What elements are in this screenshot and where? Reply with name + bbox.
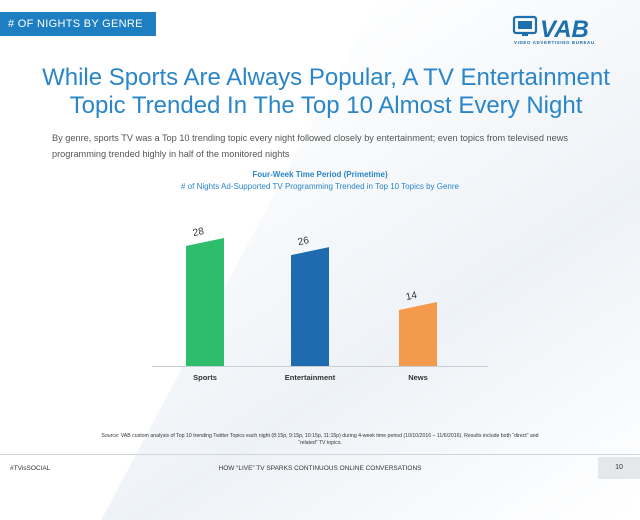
bar-news <box>399 302 437 366</box>
category-label-entertainment: Entertainment <box>285 373 336 382</box>
page-number: 10 <box>598 457 640 479</box>
page-title: While Sports Are Always Popular, A TV En… <box>42 64 610 119</box>
chart-title: Four-Week Time Period (Primetime) <box>252 170 388 179</box>
data-label-sports: 28 <box>192 226 206 239</box>
vab-logo: VAB <box>512 15 589 43</box>
logo-subtext: VIDEO ADVERTISING BUREAU <box>514 40 595 45</box>
bar-entertainment <box>291 247 329 366</box>
chart-subtitle: # of Nights Ad-Supported TV Programming … <box>181 182 459 191</box>
footer-title: HOW “LIVE” TV SPARKS CONTINUOUS ONLINE C… <box>218 465 422 472</box>
category-label-sports: Sports <box>193 373 217 382</box>
section-tag: # OF NIGHTS BY GENRE <box>0 12 156 36</box>
footer-divider <box>0 454 640 455</box>
source-note: Source: VAB custom analysis of Top 10 tr… <box>101 433 539 446</box>
page-subtitle: By genre, sports TV was a Top 10 trendin… <box>52 133 568 159</box>
footer-hashtag: #TVisSOCIAL <box>10 465 51 472</box>
logo-text: VAB <box>540 16 589 43</box>
data-label-news: 14 <box>405 290 419 303</box>
bar-sports <box>186 238 224 366</box>
bar-chart: 28 Sports 26 Entertainment 14 News <box>152 226 488 382</box>
data-label-entertainment: 26 <box>297 235 311 248</box>
category-label-news: News <box>408 373 428 382</box>
